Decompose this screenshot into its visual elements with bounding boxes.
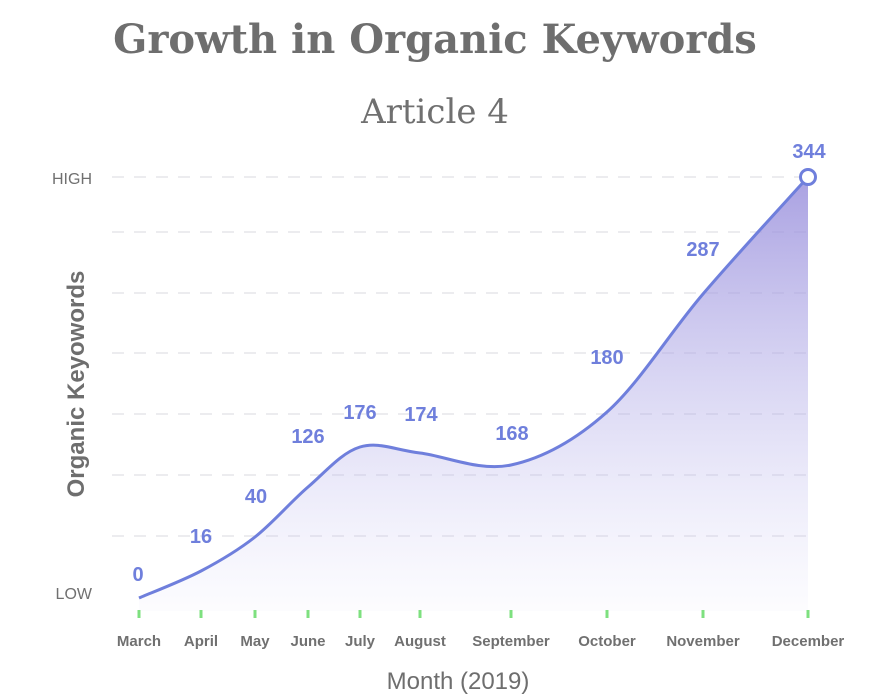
x-axis-label: Month (2019) bbox=[387, 668, 530, 695]
data-label: 176 bbox=[343, 402, 376, 424]
data-label: 287 bbox=[686, 239, 719, 261]
data-markers bbox=[799, 168, 817, 186]
x-axis-tick-labels: March April May June July August September Octo… bbox=[117, 633, 845, 650]
y-tick-label: HIGH bbox=[52, 171, 92, 188]
y-tick-label: LOW bbox=[56, 586, 93, 603]
x-tick-label: July bbox=[345, 633, 376, 650]
data-label: 180 bbox=[590, 347, 623, 369]
data-label: 168 bbox=[495, 423, 528, 445]
x-tick-label: April bbox=[184, 633, 218, 650]
x-tick-label: September bbox=[472, 633, 550, 650]
data-label: 40 bbox=[245, 486, 267, 508]
x-tick-label: May bbox=[240, 633, 270, 650]
data-label: 16 bbox=[190, 526, 212, 548]
data-label: 174 bbox=[404, 404, 438, 426]
x-tick-label: October bbox=[578, 633, 636, 650]
data-label: 0 bbox=[132, 564, 143, 586]
y-axis-tick-labels: LOW HIGH bbox=[52, 171, 93, 603]
area-fill bbox=[139, 177, 808, 611]
x-axis-ticks bbox=[137, 610, 810, 618]
data-point-marker bbox=[799, 168, 817, 186]
y-axis-label: Organic Keyowords bbox=[63, 271, 90, 498]
data-label: 126 bbox=[291, 426, 324, 448]
data-labels: 0 16 40 126 176 174 168 180 287 344 bbox=[132, 141, 826, 586]
x-tick-label: November bbox=[666, 633, 740, 650]
chart-subtitle: Article 4 bbox=[361, 92, 509, 132]
chart-title: Growth in Organic Keywords bbox=[113, 16, 757, 63]
data-label: 344 bbox=[792, 141, 826, 163]
series-line bbox=[138, 175, 810, 600]
x-tick-label: June bbox=[290, 633, 325, 650]
x-tick-label: August bbox=[394, 633, 446, 650]
x-tick-label: December bbox=[772, 633, 845, 650]
x-tick-label: March bbox=[117, 633, 161, 650]
